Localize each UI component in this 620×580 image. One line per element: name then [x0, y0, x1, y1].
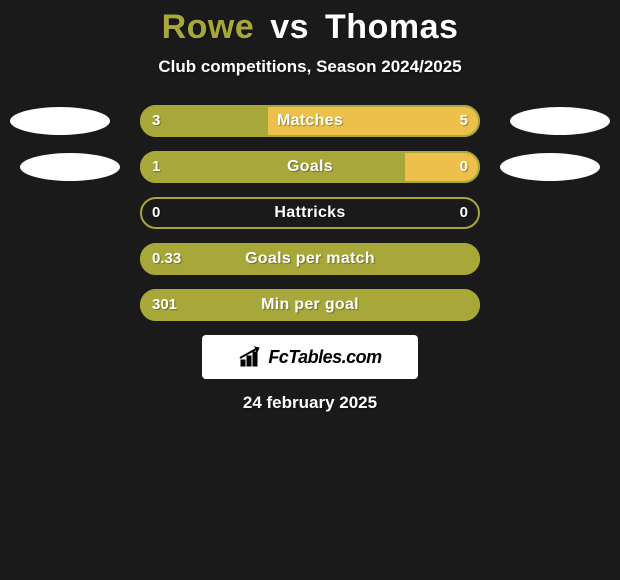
comparison-infographic: Rowe vs Thomas Club competitions, Season… [0, 0, 620, 580]
stat-bar-right [405, 151, 480, 183]
stat-bar [140, 197, 480, 229]
stat-value-left: 3 [152, 105, 160, 137]
logo-box: FcTables.com [202, 335, 418, 379]
stat-value-left: 301 [152, 289, 177, 321]
player2-name: Thomas [325, 8, 458, 46]
stats-chart: 35Matches10Goals00Hattricks0.33Goals per… [0, 105, 620, 321]
stat-bar [140, 243, 480, 275]
stat-value-right: 0 [460, 151, 468, 183]
date-label: 24 february 2025 [0, 393, 620, 413]
stat-bar-left [140, 289, 480, 321]
logo-text: FcTables.com [268, 347, 381, 368]
bar-chart-icon [238, 346, 264, 368]
stat-row: 301Min per goal [0, 289, 620, 321]
stat-bar [140, 289, 480, 321]
stat-value-right: 5 [460, 105, 468, 137]
stat-row: 35Matches [0, 105, 620, 137]
stat-bar-right [268, 105, 481, 137]
stat-bar [140, 151, 480, 183]
stat-row: 10Goals [0, 151, 620, 183]
stat-value-left: 1 [152, 151, 160, 183]
vs-separator: vs [270, 8, 309, 46]
stat-value-right: 0 [460, 197, 468, 229]
stat-bar-left [140, 243, 480, 275]
page-title: Rowe vs Thomas [0, 0, 620, 47]
subtitle: Club competitions, Season 2024/2025 [0, 57, 620, 77]
stat-row: 0.33Goals per match [0, 243, 620, 275]
player2-marker-icon [500, 153, 600, 181]
player2-marker-icon [510, 107, 610, 135]
player1-name: Rowe [162, 8, 255, 46]
stat-value-left: 0.33 [152, 243, 181, 275]
player1-marker-icon [10, 107, 110, 135]
stat-bar [140, 105, 480, 137]
player1-marker-icon [20, 153, 120, 181]
stat-row: 00Hattricks [0, 197, 620, 229]
stat-value-left: 0 [152, 197, 160, 229]
stat-bar-left [140, 151, 405, 183]
logo: FcTables.com [238, 346, 381, 368]
